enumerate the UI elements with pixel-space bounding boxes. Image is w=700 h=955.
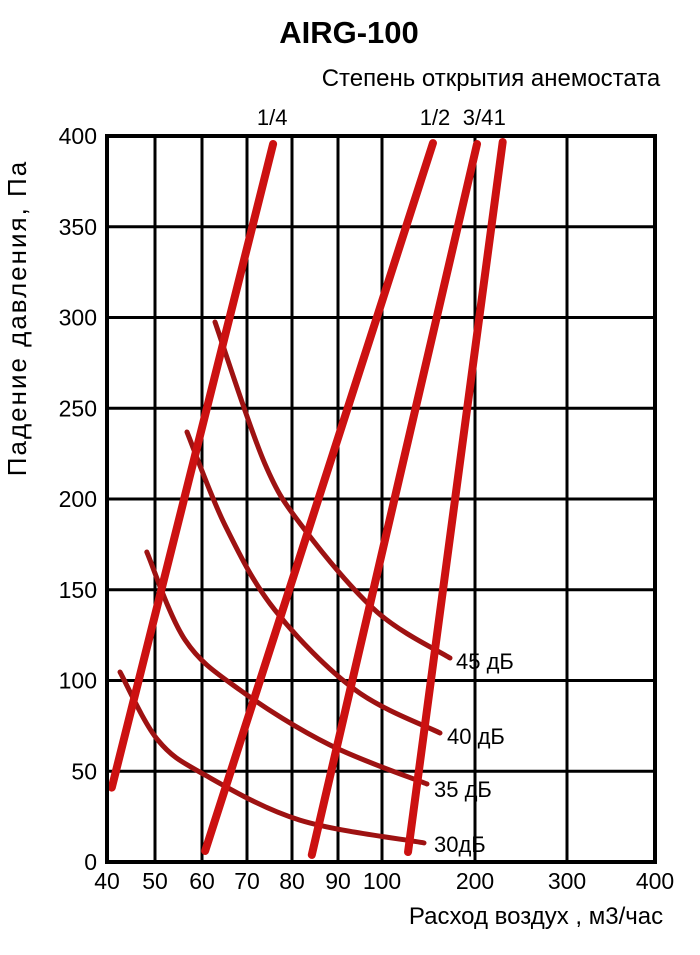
noise-curve-label: 35 дБ (434, 777, 492, 802)
opening-line-3-4 (307, 139, 482, 859)
opening-degree-labels: 1/4 1/2 3/4 1 (257, 105, 506, 130)
plot-frame (105, 134, 657, 864)
noise-curve-35дБ (144, 549, 430, 787)
noise-curve-40дБ (184, 429, 443, 736)
x-axis-title: Расход воздух , м3/час (409, 903, 663, 930)
y-tick-label: 150 (59, 577, 97, 603)
opening-degree-label: 1/2 (420, 105, 451, 130)
chart-title: AIRG-100 (279, 15, 419, 50)
x-tick-label: 100 (363, 868, 401, 894)
x-tick-label: 200 (456, 868, 494, 894)
opening-degree-label: 3/4 (463, 105, 494, 130)
y-tick-label: 250 (59, 395, 97, 421)
opening-line-1-2 (201, 139, 437, 855)
y-tick-label: 0 (84, 849, 97, 875)
opening-degree-label: 1 (494, 105, 506, 130)
noise-level-curves (117, 319, 453, 846)
gridlines (105, 134, 657, 864)
noise-curve-label: 40 дБ (447, 724, 505, 749)
x-tick-label: 80 (279, 868, 305, 894)
x-tick-label: 300 (548, 868, 586, 894)
opening-degree-label: 1/4 (257, 105, 288, 130)
y-axis-title: Падение давления, Па (2, 160, 32, 476)
x-tick-label: 400 (636, 868, 674, 894)
chart-subtitle: Степень открытия анемостата (322, 65, 661, 92)
y-tick-label: 200 (59, 486, 97, 512)
opening-line-1-4 (107, 139, 278, 792)
noise-curve-45дБ (212, 319, 453, 661)
opening-degree-lines (107, 137, 507, 859)
x-tick-label: 70 (234, 868, 260, 894)
opening-line-1 (404, 137, 507, 857)
noise-curve-label: 45 дБ (456, 649, 514, 674)
noise-curve-label: 30дБ (434, 832, 486, 857)
noise-curve-30дБ (117, 669, 427, 846)
y-tick-label: 400 (59, 123, 97, 149)
x-tick-label: 60 (189, 868, 215, 894)
y-tick-label: 50 (71, 758, 97, 784)
y-tick-label: 350 (59, 214, 97, 240)
axis-tick-labels: 40 50 60 70 80 90 100 200 300 400 0 50 100 150 200 250 3… (59, 123, 675, 894)
x-tick-label: 50 (142, 868, 168, 894)
y-tick-label: 300 (59, 305, 97, 331)
y-tick-label: 100 (59, 668, 97, 694)
x-tick-label: 40 (94, 868, 120, 894)
x-tick-label: 90 (325, 868, 351, 894)
noise-level-labels: 45 дБ 40 дБ 35 дБ 30дБ (434, 649, 514, 857)
